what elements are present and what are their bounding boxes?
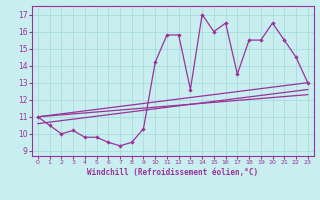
X-axis label: Windchill (Refroidissement éolien,°C): Windchill (Refroidissement éolien,°C) xyxy=(87,168,258,177)
